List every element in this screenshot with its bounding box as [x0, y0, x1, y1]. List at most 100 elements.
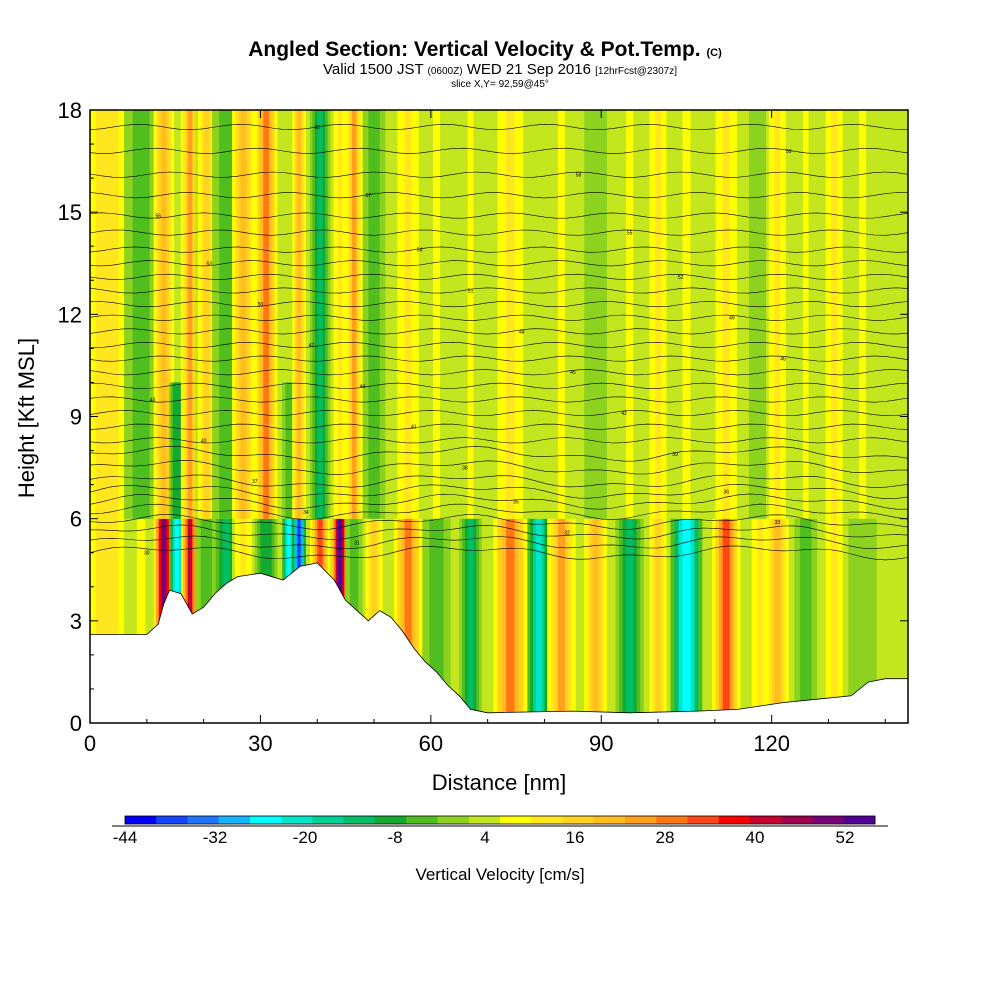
theta-contour-label: 58 — [576, 173, 582, 179]
colorbar-swatch — [468, 816, 501, 824]
theta-contour-label: 34 — [303, 510, 309, 516]
vv-cell — [831, 110, 837, 519]
theta-contour-label: 54 — [417, 248, 423, 254]
y-tick-label: 12 — [58, 302, 82, 327]
theta-contour — [90, 192, 908, 199]
vv-cell — [722, 110, 730, 519]
colorbar-swatch — [687, 816, 720, 824]
colorbar-swatch — [375, 816, 407, 824]
theta-contour-label: 39 — [672, 452, 678, 458]
x-axis: 0 30 60 90 120 — [84, 110, 886, 756]
colorbar-swatch — [406, 816, 438, 824]
theta-contour — [90, 246, 908, 253]
theta-contour-label: 60 — [314, 125, 320, 131]
vv-cell — [774, 110, 781, 519]
theta-contour — [90, 212, 908, 219]
theta-contour — [90, 260, 908, 267]
theta-contour-label: 46 — [780, 357, 786, 363]
vv-cell — [432, 518, 441, 723]
colorbar-title: Vertical Velocity [cm/s] — [415, 865, 584, 884]
colorbar-swatch — [218, 816, 251, 824]
vv-cell — [557, 518, 566, 723]
vv-cell — [432, 110, 441, 519]
theta-contour-label: 47 — [309, 343, 315, 349]
slice-label: slice X,Y= 92,59@45° — [451, 79, 549, 90]
vv-cell — [203, 110, 210, 519]
colorbar-swatch — [843, 816, 876, 824]
vv-cell — [506, 110, 515, 519]
colorbar-swatch — [156, 816, 188, 824]
theta-contour — [90, 147, 908, 154]
y-tick-label: 0 — [70, 711, 82, 736]
y-tick-label: 6 — [70, 507, 82, 532]
vv-cell — [802, 518, 809, 723]
colorbar-swatch — [562, 816, 595, 824]
theta-contour — [90, 513, 908, 531]
theta-contour — [90, 483, 908, 500]
theta-contour-label: 40 — [201, 438, 207, 444]
terrain-mask — [90, 562, 908, 723]
vv-cell — [802, 110, 809, 519]
colorbar-swatch — [656, 816, 688, 824]
colorbar-swatch — [250, 816, 282, 824]
theta-contour-label: 41 — [411, 425, 417, 431]
theta-contour-label: 32 — [564, 530, 570, 536]
colorbar-tick-label: 40 — [746, 828, 765, 847]
theta-contour-label: 43 — [150, 397, 156, 403]
chart-subtitle: Valid 1500 JST (0600Z) WED 21 Sep 2016 [… — [323, 61, 677, 78]
colorbar-swatch — [812, 816, 845, 824]
colorbar-swatch — [500, 816, 532, 824]
colorbar-swatch — [718, 816, 751, 824]
theta-contour-label: 33 — [775, 520, 781, 526]
theta-contour — [90, 341, 908, 349]
vv-cell — [535, 518, 542, 723]
theta-contour-label: 35 — [513, 500, 519, 506]
colorbar-tick-label: -8 — [387, 828, 402, 847]
vv-cell — [263, 110, 269, 519]
theta-contour — [90, 503, 908, 521]
colorbar-frame — [124, 815, 876, 825]
colorbar-tick-label: 16 — [566, 828, 585, 847]
plot-area: 30 31 32 33 34 35 36 37 38 39 40 41 42 43 44 45 46 47 48 49… — [90, 110, 908, 723]
vv-cell — [136, 518, 146, 723]
colorbar: -44 -32 -20 -8 4 16 28 40 52 — [112, 815, 888, 847]
theta-contour — [90, 314, 908, 321]
vv-cell — [404, 110, 412, 519]
theta-contour-label: 51 — [468, 288, 474, 294]
vv-cell — [626, 110, 634, 519]
vv-cell — [722, 518, 730, 723]
vv-cell — [831, 518, 837, 723]
theta-contour-label: 49 — [729, 316, 735, 322]
colorbar-swatch — [781, 816, 813, 824]
vv-cell — [757, 518, 764, 723]
theta-contour-label: 55 — [627, 231, 633, 237]
colorbar-swatch — [531, 816, 563, 824]
y-tick-label: 3 — [70, 609, 82, 634]
theta-contour-label: 50 — [258, 302, 264, 308]
potential-temperature-contours: 30 31 32 33 34 35 36 37 38 39 40 41 42 43 44 45 46 47 48 49… — [90, 123, 908, 561]
colorbar-tick-label: 4 — [480, 828, 489, 847]
colorbar-swatch — [281, 816, 313, 824]
colorbar-tick-label: -32 — [203, 828, 228, 847]
vv-cell — [161, 110, 167, 519]
theta-contour — [90, 410, 908, 417]
theta-contour — [90, 287, 908, 294]
colorbar-tick-label: 52 — [836, 828, 855, 847]
theta-contour — [90, 493, 908, 510]
theta-contour-label: 31 — [354, 541, 360, 547]
vv-cell — [240, 110, 247, 519]
theta-contour — [90, 474, 908, 488]
theta-contour — [90, 171, 908, 178]
vv-cell — [682, 110, 691, 519]
colorbar-swatch — [437, 816, 470, 824]
x-axis-label: Distance [nm] — [432, 770, 567, 795]
theta-contour — [90, 328, 908, 335]
vv-cell — [592, 518, 599, 723]
theta-contour-label: 37 — [252, 479, 258, 485]
theta-contour-label: 48 — [519, 329, 525, 335]
vv-cell — [506, 518, 515, 723]
vv-cell — [557, 110, 566, 519]
vv-cell — [757, 110, 764, 519]
theta-contour — [90, 524, 908, 540]
vv-cell — [655, 518, 661, 723]
